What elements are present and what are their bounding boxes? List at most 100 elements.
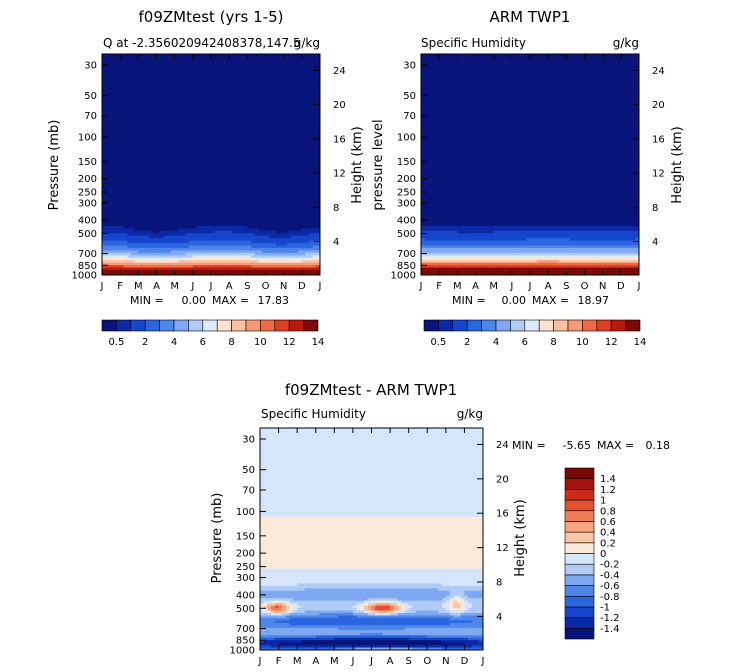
field-cell — [109, 90, 114, 94]
field-cell — [109, 220, 114, 224]
field-cell — [207, 179, 212, 183]
field-cell — [167, 112, 172, 116]
field-cell — [261, 257, 266, 261]
field-cell — [160, 85, 165, 89]
field-cell — [131, 130, 136, 133]
field-cell — [254, 142, 259, 146]
field-cell — [156, 135, 161, 138]
field-cell — [225, 198, 230, 202]
field-cell — [120, 85, 125, 89]
field-cell — [160, 260, 165, 264]
field-cell — [163, 240, 168, 244]
field-cell — [134, 267, 139, 271]
field-cell — [134, 81, 139, 84]
field-cell — [131, 71, 136, 75]
field-cell — [102, 108, 107, 111]
field-cell — [294, 213, 299, 217]
field-cell — [171, 110, 176, 114]
field-cell — [116, 203, 121, 207]
field-cell — [280, 218, 285, 222]
field-cell — [131, 270, 136, 273]
field-cell — [200, 206, 205, 210]
field-cell — [254, 137, 259, 141]
field-cell — [225, 270, 230, 273]
field-cell — [189, 149, 194, 153]
field-cell — [221, 93, 226, 97]
field-cell — [221, 105, 226, 109]
field-cell — [298, 255, 303, 259]
field-cell — [258, 265, 263, 269]
field-cell — [185, 95, 190, 99]
field-cell — [178, 223, 183, 227]
field-cell — [269, 61, 274, 65]
field-cell — [109, 245, 114, 249]
field-cell — [112, 225, 117, 229]
field-cell — [265, 149, 270, 153]
field-cell — [152, 135, 157, 138]
field-cell — [229, 181, 234, 185]
field-cell — [102, 115, 107, 119]
field-cell — [287, 103, 292, 106]
field-cell — [203, 260, 208, 264]
field-cell — [196, 262, 201, 266]
field-cell — [149, 112, 154, 116]
field-cell — [192, 95, 197, 99]
field-cell — [298, 125, 303, 129]
field-cell — [102, 117, 107, 121]
field-cell — [152, 220, 157, 224]
panel-model: f09ZMtest (yrs 1-5) Q at -2.356020942408… — [47, 8, 365, 348]
field-cell — [247, 206, 252, 210]
field-cell — [138, 125, 143, 129]
field-cell — [229, 245, 234, 249]
field-cell — [218, 66, 223, 70]
field-cell — [102, 137, 107, 141]
field-cell — [294, 54, 299, 57]
field-cell — [221, 149, 226, 153]
field-cell — [163, 176, 168, 180]
field-cell — [196, 108, 201, 111]
field-cell — [120, 159, 125, 163]
field-cell — [134, 203, 139, 207]
field-cell — [152, 90, 157, 94]
field-cell — [138, 184, 143, 187]
field-cell — [116, 110, 121, 114]
field-cell — [261, 125, 266, 129]
field-cell — [102, 130, 107, 133]
field-cell — [280, 115, 285, 119]
field-cell — [174, 93, 179, 97]
field-cell — [178, 83, 183, 87]
field-cell — [127, 61, 132, 65]
field-cell — [214, 71, 219, 75]
field-cell — [138, 166, 143, 170]
field-cell — [192, 54, 197, 57]
field-cell — [269, 125, 274, 129]
field-cell — [174, 198, 179, 202]
field-cell — [145, 255, 150, 259]
field-cell — [127, 166, 132, 170]
field-cell — [185, 132, 190, 136]
field-cell — [294, 142, 299, 146]
field-cell — [105, 220, 110, 224]
field-cell — [254, 135, 259, 138]
field-cell — [203, 220, 208, 224]
field-cell — [167, 179, 172, 183]
field-cell — [276, 223, 281, 227]
field-cell — [290, 76, 295, 79]
field-cell — [145, 230, 150, 234]
field-cell — [203, 83, 208, 87]
field-cell — [138, 122, 143, 126]
field-cell — [280, 184, 285, 187]
field-cell — [287, 191, 292, 195]
field-cell — [181, 169, 186, 173]
field-cell — [265, 257, 270, 261]
field-cell — [200, 71, 205, 75]
field-cell — [145, 152, 150, 156]
field-cell — [185, 58, 190, 62]
field-cell — [200, 58, 205, 62]
field-cell — [102, 85, 107, 89]
field-cell — [203, 238, 208, 242]
field-cell — [229, 154, 234, 158]
field-cell — [174, 255, 179, 259]
field-cell — [254, 66, 259, 70]
field-cell — [298, 243, 303, 246]
